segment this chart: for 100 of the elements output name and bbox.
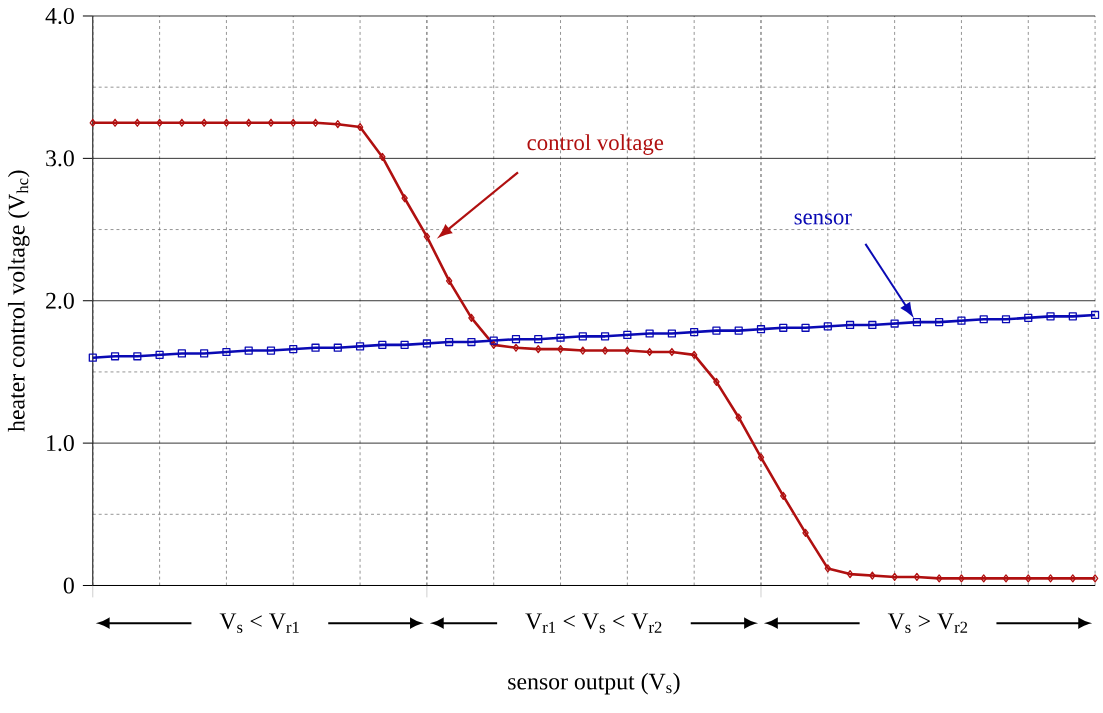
point	[356, 122, 364, 132]
point	[1046, 312, 1055, 321]
y-tick-label: 3.0	[46, 150, 74, 167]
y-tick-label: 0	[63, 577, 74, 594]
point	[601, 346, 609, 355]
point	[134, 118, 141, 127]
point	[845, 320, 855, 329]
point	[401, 193, 408, 203]
point	[1025, 574, 1032, 583]
point	[690, 327, 699, 337]
y-tick-label: 1.0	[47, 434, 74, 452]
point	[980, 574, 987, 583]
text: V$_{s}$ < V$_{r1}$	[219, 613, 299, 633]
point	[468, 313, 475, 322]
point	[333, 343, 342, 352]
text: V$_{r1}$ < V$_{s}$ < V$_{r2}$	[525, 613, 662, 633]
point	[624, 346, 631, 355]
point	[1069, 574, 1077, 583]
text: sensor	[794, 213, 852, 225]
point	[846, 569, 854, 579]
point	[245, 118, 252, 127]
text: V$_{s}$ > V$_{r2}$	[887, 613, 968, 633]
point	[534, 334, 543, 344]
point	[223, 118, 230, 127]
text: control voltage	[527, 134, 664, 155]
point	[623, 330, 632, 339]
point	[756, 324, 766, 334]
point	[467, 337, 476, 347]
point	[757, 453, 765, 462]
point	[177, 349, 186, 358]
point	[111, 118, 119, 127]
point	[957, 316, 966, 325]
point	[557, 344, 564, 354]
y-tick-label: 4.0	[45, 7, 74, 24]
point	[312, 118, 319, 127]
point	[133, 352, 142, 361]
point	[1024, 313, 1033, 322]
point	[334, 119, 342, 129]
point	[378, 340, 387, 349]
point	[512, 343, 520, 352]
point	[156, 118, 163, 127]
point	[155, 350, 164, 359]
point	[869, 571, 876, 580]
point	[868, 320, 877, 329]
point	[423, 232, 431, 241]
point	[1002, 574, 1010, 583]
point	[400, 340, 409, 349]
point	[222, 347, 231, 356]
point	[891, 572, 898, 581]
point	[735, 413, 742, 422]
point	[89, 118, 97, 127]
point	[266, 346, 276, 355]
point	[913, 572, 921, 581]
point	[311, 343, 320, 352]
point	[355, 342, 365, 351]
x-axis-title: sensor output (V$_{s}$)	[508, 672, 680, 695]
point	[178, 118, 186, 127]
point	[979, 315, 988, 324]
point	[958, 574, 965, 583]
point	[244, 346, 253, 355]
point	[267, 118, 275, 127]
point	[200, 349, 209, 358]
point	[1047, 574, 1054, 583]
point	[713, 377, 720, 386]
point	[824, 564, 832, 573]
point	[890, 319, 899, 328]
point	[1068, 312, 1077, 321]
point	[535, 344, 542, 354]
point	[712, 326, 721, 335]
point	[823, 322, 832, 331]
point	[1001, 315, 1011, 324]
point	[667, 329, 677, 338]
point	[690, 350, 698, 359]
y-axis-title: heater control voltage (V$_{hc}$)	[7, 170, 30, 432]
point	[912, 317, 922, 327]
point	[801, 323, 810, 332]
point	[600, 332, 610, 341]
point	[935, 317, 944, 327]
point	[110, 352, 120, 361]
point	[200, 118, 208, 127]
point	[1090, 310, 1100, 319]
point	[579, 346, 587, 355]
point	[779, 323, 788, 332]
point	[668, 347, 676, 356]
point	[734, 326, 743, 335]
point	[379, 152, 386, 161]
y-tick-label: 2.0	[46, 292, 74, 309]
point	[445, 276, 453, 285]
point	[88, 353, 97, 362]
point	[935, 574, 943, 583]
point	[780, 491, 787, 500]
point	[489, 336, 498, 345]
point	[802, 528, 809, 537]
point	[556, 333, 565, 342]
point	[646, 347, 653, 356]
point	[1091, 574, 1099, 583]
point	[578, 332, 587, 341]
point	[645, 329, 654, 338]
point	[422, 339, 431, 348]
point	[445, 337, 454, 347]
